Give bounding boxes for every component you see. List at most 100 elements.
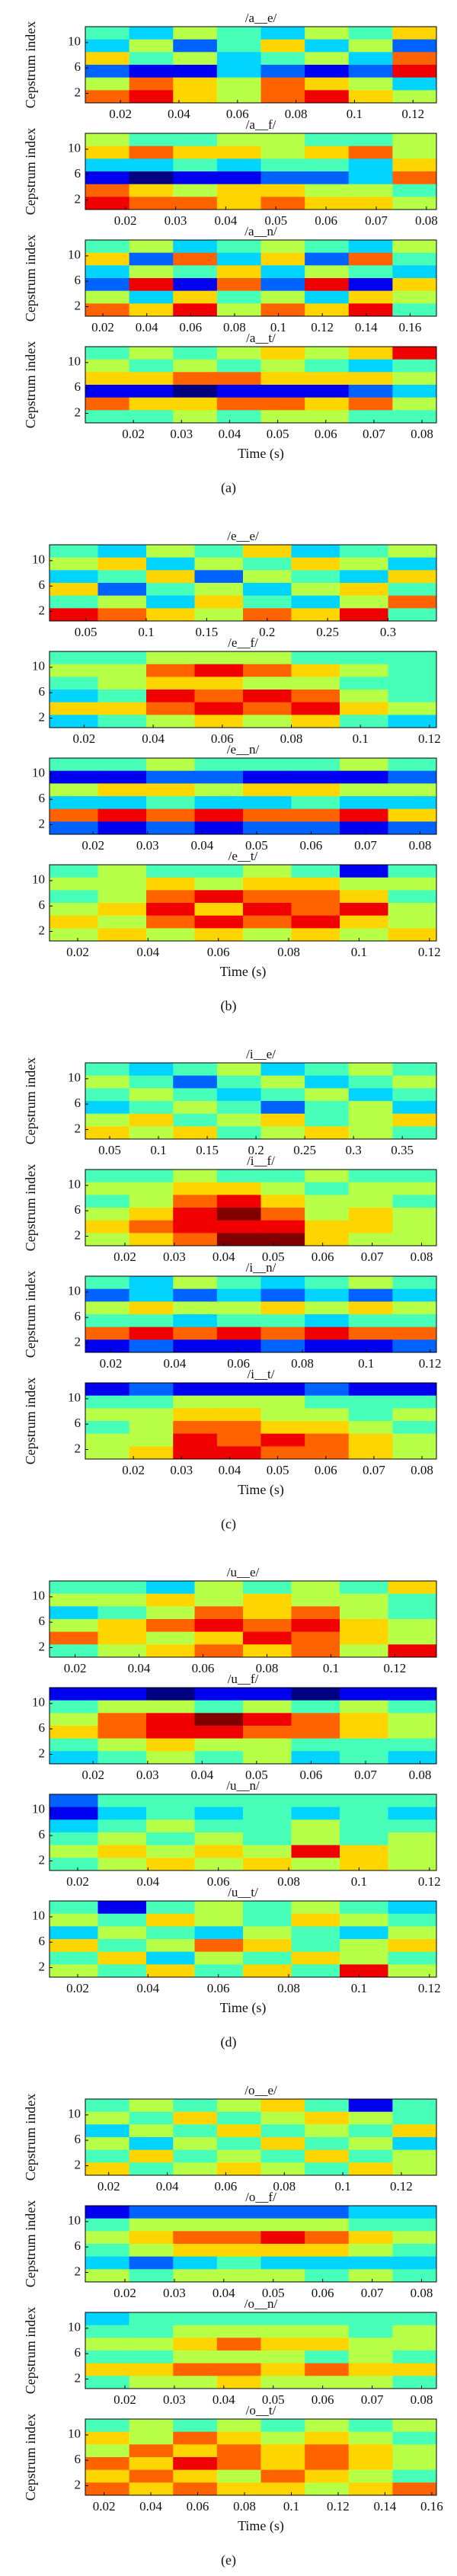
heat-cell bbox=[129, 1446, 174, 1460]
heat-cell bbox=[392, 1101, 437, 1115]
y-tick-label: 10 bbox=[68, 1390, 81, 1405]
heat-cell bbox=[194, 903, 244, 917]
y-tick-label: 2 bbox=[75, 2264, 81, 2278]
chart-title: /u__e/ bbox=[227, 1565, 260, 1579]
heat-cell bbox=[348, 39, 393, 53]
heat-cell bbox=[348, 77, 393, 91]
heat-cell bbox=[50, 1926, 98, 1940]
heat-cell bbox=[305, 1395, 350, 1409]
heat-cell bbox=[194, 1845, 244, 1858]
heat-cell bbox=[392, 1301, 437, 1315]
heat-cell bbox=[260, 290, 305, 304]
heat-cell bbox=[173, 2457, 218, 2471]
x-tick-label: 0.05 bbox=[262, 2286, 285, 2300]
heat-cell bbox=[50, 664, 98, 677]
heat-cell bbox=[348, 1314, 393, 1328]
heat-cell bbox=[97, 702, 147, 715]
y-axis-label: Cepstrum index bbox=[23, 2094, 38, 2181]
heat-cell bbox=[146, 1606, 195, 1620]
chart-title: /o__e/ bbox=[244, 2083, 277, 2098]
heat-cell bbox=[85, 2312, 130, 2326]
heat-cell bbox=[260, 1288, 305, 1302]
heat-cell bbox=[194, 1688, 244, 1701]
heat-cell bbox=[392, 1408, 437, 1422]
heat-cell bbox=[305, 1113, 350, 1127]
heat-cell bbox=[392, 171, 437, 185]
heat-cell bbox=[348, 2206, 393, 2219]
heat-cell bbox=[260, 2231, 305, 2245]
heat-cell bbox=[216, 52, 261, 66]
heat-cell bbox=[129, 372, 174, 386]
heat-cell bbox=[129, 359, 174, 373]
x-tick-label: 0.16 bbox=[399, 320, 422, 334]
y-tick-label: 2 bbox=[75, 1334, 81, 1349]
heat-cell bbox=[129, 2244, 174, 2258]
heat-cell bbox=[129, 1276, 174, 1290]
heat-cell bbox=[97, 664, 147, 677]
heat-cell bbox=[291, 1688, 340, 1701]
heat-cell bbox=[291, 651, 340, 665]
heat-cell bbox=[260, 2431, 305, 2445]
heat-cell bbox=[194, 821, 244, 835]
heat-cell bbox=[260, 1170, 305, 1183]
heat-cell bbox=[243, 1858, 292, 1871]
heat-cell bbox=[305, 347, 350, 360]
heat-cell bbox=[216, 2338, 261, 2351]
heat-cell bbox=[291, 1964, 340, 1978]
heat-cell bbox=[340, 1819, 388, 1833]
heat-cell bbox=[173, 184, 218, 197]
heat-cell bbox=[216, 171, 261, 185]
heat-cell bbox=[216, 303, 261, 317]
heat-cell bbox=[216, 347, 261, 360]
heat-cell bbox=[173, 2137, 218, 2151]
y-tick-label: 6 bbox=[39, 898, 46, 912]
heat-cell bbox=[97, 1845, 147, 1858]
plot-frame bbox=[49, 864, 437, 942]
heat-cell bbox=[260, 146, 305, 159]
x-tick-label: 0.16 bbox=[420, 2499, 443, 2514]
x-tick-label: 0.07 bbox=[363, 1463, 385, 1477]
heat-cell bbox=[348, 52, 393, 66]
heat-cell bbox=[392, 1088, 437, 1102]
heat-cell bbox=[85, 397, 130, 411]
y-tick-label: 6 bbox=[39, 1827, 46, 1842]
heat-cell bbox=[340, 1832, 388, 1846]
heat-cell bbox=[129, 158, 174, 172]
heat-cell bbox=[216, 2269, 261, 2283]
heat-cell bbox=[50, 1631, 98, 1645]
heat-cell bbox=[85, 2256, 130, 2270]
chart-title: /e__n/ bbox=[227, 742, 260, 757]
heat-cell bbox=[194, 1806, 244, 1820]
x-tick-label: 0.08 bbox=[280, 731, 303, 746]
heat-cell bbox=[173, 2482, 218, 2496]
heat-cell bbox=[129, 2231, 174, 2245]
heat-cell bbox=[260, 158, 305, 172]
x-tick-label: 0.02 bbox=[66, 1874, 89, 1889]
heat-cell bbox=[85, 2111, 130, 2125]
x-tick-label: 0.12 bbox=[418, 945, 441, 959]
heat-cell bbox=[348, 158, 393, 172]
heat-cell bbox=[305, 2431, 350, 2445]
heat-cell bbox=[260, 2256, 305, 2270]
heat-cell bbox=[388, 1726, 437, 1739]
y-axis-label: Cepstrum index bbox=[23, 2414, 38, 2501]
heat-cell bbox=[260, 1383, 305, 1397]
heat-cell bbox=[291, 1951, 340, 1965]
heat-cell bbox=[348, 133, 393, 147]
heat-cell bbox=[305, 265, 350, 279]
heat-cell bbox=[305, 27, 350, 40]
heat-cell bbox=[85, 240, 130, 254]
heat-cell bbox=[260, 240, 305, 254]
x-tick-label: 0.1 bbox=[351, 1874, 367, 1889]
heat-cell bbox=[173, 278, 218, 292]
heat-cell bbox=[291, 1726, 340, 1739]
x-tick-label: 0.04 bbox=[139, 2499, 162, 2514]
heat-cell bbox=[173, 385, 218, 398]
heat-cell bbox=[173, 1326, 218, 1340]
x-tick-label: 0.12 bbox=[401, 107, 424, 121]
heat-cell bbox=[85, 1088, 130, 1102]
heat-cell bbox=[216, 410, 261, 424]
heat-cell bbox=[305, 2457, 350, 2471]
heat-cell bbox=[216, 2376, 261, 2389]
heat-cell bbox=[305, 2469, 350, 2483]
